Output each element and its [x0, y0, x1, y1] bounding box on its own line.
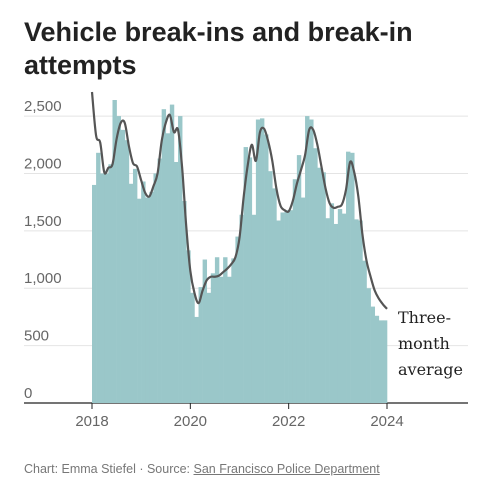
x-tick-label: 2020	[174, 413, 207, 430]
bar	[366, 288, 371, 403]
bar	[268, 171, 273, 403]
bar	[194, 316, 199, 403]
bar	[382, 320, 388, 403]
bar	[165, 133, 171, 404]
bar	[149, 191, 154, 403]
bar	[305, 116, 310, 404]
bar	[251, 214, 257, 403]
bar	[292, 179, 298, 403]
bar	[378, 320, 384, 403]
bar	[190, 292, 195, 403]
bar	[104, 173, 109, 403]
bar	[124, 140, 130, 403]
y-tick-label: 0	[24, 385, 32, 402]
bar	[92, 184, 97, 403]
bar	[178, 116, 183, 404]
bar	[108, 164, 113, 403]
bar	[259, 118, 265, 403]
y-tick-label: 2,500	[24, 98, 62, 115]
bar	[374, 315, 380, 403]
x-tick-label: 2018	[75, 413, 108, 430]
bar	[255, 119, 261, 404]
bar	[264, 134, 269, 403]
bar	[223, 257, 228, 403]
bar	[153, 173, 158, 403]
bar	[202, 259, 208, 403]
bar	[288, 210, 294, 403]
bar	[239, 214, 244, 403]
average-line-group	[90, 91, 388, 310]
bar	[173, 161, 179, 403]
bar	[206, 292, 212, 403]
bar	[100, 173, 105, 403]
bar	[120, 129, 126, 403]
bar	[354, 219, 359, 403]
bar	[300, 197, 306, 403]
bar	[157, 158, 162, 403]
bar	[321, 172, 326, 403]
bar	[96, 152, 101, 403]
y-tick-label: 500	[24, 328, 49, 345]
bar	[309, 119, 314, 404]
bar	[169, 104, 175, 403]
chart-title: Vehicle break-ins and break-in attempts	[24, 17, 413, 80]
bar	[132, 168, 138, 403]
bar	[182, 201, 187, 403]
bar	[362, 260, 367, 403]
bar	[235, 236, 240, 403]
credit-text: Chart: Emma Stiefel · Source:	[24, 462, 194, 476]
y-axis-ticks: 0 500 1,000 1,500 2,000 2,500	[24, 98, 62, 402]
bar	[329, 203, 335, 403]
bar	[350, 152, 355, 403]
footer: Chart: Emma Stiefel · Source: San Franci…	[24, 462, 380, 476]
y-tick-label: 1,500	[24, 213, 62, 230]
bar	[112, 100, 117, 404]
three-month-average-line	[90, 91, 388, 310]
bar	[161, 109, 167, 404]
bar	[280, 212, 285, 403]
bar	[186, 250, 191, 403]
bar	[276, 220, 281, 403]
bar	[313, 148, 318, 403]
bar	[317, 167, 322, 403]
bar	[198, 287, 203, 403]
bar	[296, 155, 302, 403]
y-tick-label: 2,000	[24, 155, 62, 172]
bar	[247, 157, 253, 403]
x-tick-label: 2022	[272, 413, 305, 430]
bar	[337, 209, 343, 403]
bar	[128, 183, 134, 403]
bar	[116, 116, 121, 404]
bar	[346, 151, 351, 403]
end-label-line: month	[398, 334, 450, 353]
series-end-label: Three-month average	[398, 308, 463, 379]
bar	[219, 276, 224, 403]
bar	[325, 218, 330, 403]
end-label-line: average	[398, 360, 463, 379]
bar	[243, 147, 248, 403]
bar	[214, 257, 220, 403]
bar	[231, 258, 236, 403]
x-axis-ticks: 2018 2020 2022 2024	[75, 403, 404, 430]
bar	[358, 220, 363, 403]
bar	[145, 197, 150, 403]
bars	[92, 100, 388, 404]
bar	[272, 188, 277, 403]
end-label-line: Three-	[398, 308, 451, 327]
bar	[227, 276, 232, 403]
y-tick-label: 1,000	[24, 270, 62, 287]
bar	[370, 306, 376, 403]
bar	[284, 210, 289, 403]
bar	[210, 273, 216, 403]
bar	[137, 198, 142, 403]
bar	[333, 223, 339, 403]
bar	[141, 181, 146, 403]
x-tick-label: 2024	[370, 413, 403, 430]
bar	[341, 213, 347, 403]
source-link[interactable]: San Francisco Police Department	[193, 462, 380, 476]
